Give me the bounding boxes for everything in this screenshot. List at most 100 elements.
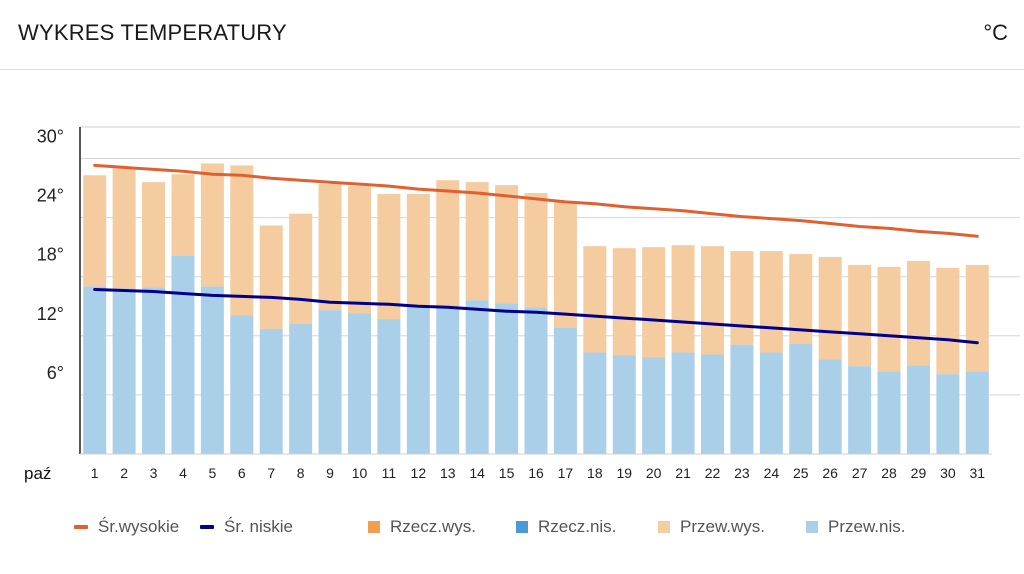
x-tick-label: 29 — [911, 465, 927, 481]
x-tick-label: 21 — [675, 465, 691, 481]
y-tick-label: 30° — [37, 127, 64, 147]
x-tick-label: 26 — [822, 465, 838, 481]
legend-item[interactable]: Przew.nis. — [806, 514, 905, 540]
series-line-avg-low — [93, 288, 979, 345]
x-tick-label: 22 — [705, 465, 721, 481]
x-tick-label: 28 — [881, 465, 897, 481]
bar-przew-wys — [877, 266, 901, 372]
bar-przew-nis — [789, 343, 813, 454]
x-tick-label: 30 — [940, 465, 956, 481]
bar-przew-nis — [730, 344, 754, 454]
x-tick-label: 8 — [297, 465, 305, 481]
bar-przew-wys — [259, 225, 283, 329]
bar-przew-nis — [142, 287, 166, 454]
legend-label: Śr.wysokie — [98, 517, 180, 536]
y-tick-label: 6° — [47, 363, 64, 383]
y-tick-label: 24° — [37, 186, 64, 206]
y-tick-label: 18° — [37, 245, 64, 265]
x-tick-label: 2 — [120, 465, 128, 481]
bar-przew-nis — [759, 352, 783, 454]
unit-label: °C — [983, 20, 1008, 45]
bar-przew-nis — [347, 313, 371, 454]
bar-przew-wys — [200, 163, 224, 287]
bar-przew-wys — [848, 264, 872, 367]
bar-przew-nis — [289, 323, 313, 454]
bar-przew-nis — [406, 306, 430, 454]
bar-przew-wys — [583, 246, 607, 353]
legend-swatch — [806, 521, 818, 533]
bar-przew-wys — [347, 186, 371, 314]
temperature-chart: 6°12°18°24°30°1 2 3 4 5 6 7 8 9 10 11 12 13 14 15 16 17 1… — [24, 126, 1020, 483]
bar-przew-wys — [524, 192, 548, 308]
legend-item[interactable]: Przew.wys. — [658, 514, 765, 540]
bar-przew-nis — [642, 357, 666, 454]
x-tick-label: 14 — [469, 465, 485, 481]
legend-label: Przew.wys. — [680, 517, 766, 536]
bar-przew-nis — [377, 319, 401, 454]
x-tick-label: 24 — [764, 465, 780, 481]
legend-item[interactable]: Śr.wysokie — [74, 514, 179, 540]
bar-przew-wys — [936, 267, 960, 375]
x-tick-label: 23 — [734, 465, 750, 481]
bar-przew-nis — [524, 307, 548, 454]
legend-swatch — [200, 525, 214, 529]
bar-przew-wys — [671, 245, 695, 353]
bar-przew-wys — [465, 182, 489, 301]
bar-przew-nis — [259, 328, 283, 454]
bar-przew-nis — [200, 286, 224, 454]
bar-przew-nis — [318, 310, 342, 454]
chart-legend: Śr.wysokie Śr. niskie Rzecz.wys. Rzecz.nis.… — [0, 514, 1024, 544]
legend-swatch — [658, 521, 670, 533]
x-tick-label: 5 — [208, 465, 216, 481]
bar-przew-wys — [789, 254, 813, 344]
bar-przew-nis — [171, 256, 195, 454]
bar-przew-nis — [495, 303, 519, 454]
bar-przew-wys — [818, 257, 842, 360]
x-tick-label: 12 — [411, 465, 427, 481]
bar-przew-nis — [436, 308, 460, 454]
bar-przew-nis — [83, 286, 107, 454]
bar-przew-wys — [318, 184, 342, 311]
x-tick-label: 4 — [179, 465, 187, 481]
bar-przew-wys — [377, 193, 401, 320]
x-tick-label: 3 — [150, 465, 158, 481]
x-tick-label: 7 — [267, 465, 275, 481]
x-tick-label: 19 — [616, 465, 632, 481]
bar-przew-wys — [642, 247, 666, 358]
bar-przew-wys — [495, 185, 519, 304]
legend-item[interactable]: Śr. niskie — [200, 514, 293, 540]
legend-label: Rzecz.nis. — [538, 517, 617, 536]
x-tick-label: 15 — [499, 465, 515, 481]
bar-przew-nis — [583, 352, 607, 454]
bar-przew-nis — [701, 354, 725, 454]
y-tick-label: 12° — [37, 304, 64, 324]
legend-swatch — [516, 521, 528, 533]
x-tick-label: 16 — [528, 465, 544, 481]
x-tick-label: 31 — [970, 465, 986, 481]
x-tick-label: 6 — [238, 465, 246, 481]
x-tick-label: 20 — [646, 465, 662, 481]
month-label: paź — [24, 464, 51, 483]
bar-przew-wys — [906, 260, 930, 366]
legend-swatch — [368, 521, 380, 533]
bar-przew-nis — [818, 359, 842, 454]
x-tick-label: 27 — [852, 465, 868, 481]
bar-przew-wys — [142, 182, 166, 288]
x-tick-label: 17 — [558, 465, 574, 481]
bar-przew-wys — [612, 248, 636, 356]
legend-item[interactable]: Rzecz.wys. — [368, 514, 476, 540]
bar-przew-nis — [671, 352, 695, 454]
legend-label: Śr. niskie — [224, 517, 293, 536]
bar-przew-wys — [230, 165, 254, 316]
chart-header: WYKRES TEMPERATURY °C — [0, 0, 1024, 70]
legend-item[interactable]: Rzecz.nis. — [516, 514, 616, 540]
bar-przew-wys — [436, 180, 460, 309]
x-tick-label: 11 — [382, 465, 397, 481]
x-tick-label: 1 — [91, 465, 99, 481]
bar-przew-wys — [171, 174, 195, 257]
bar-przew-wys — [701, 246, 725, 355]
legend-label: Rzecz.wys. — [390, 517, 476, 536]
bar-przew-wys — [965, 264, 989, 372]
bar-przew-nis — [612, 355, 636, 454]
x-tick-label: 13 — [440, 465, 456, 481]
